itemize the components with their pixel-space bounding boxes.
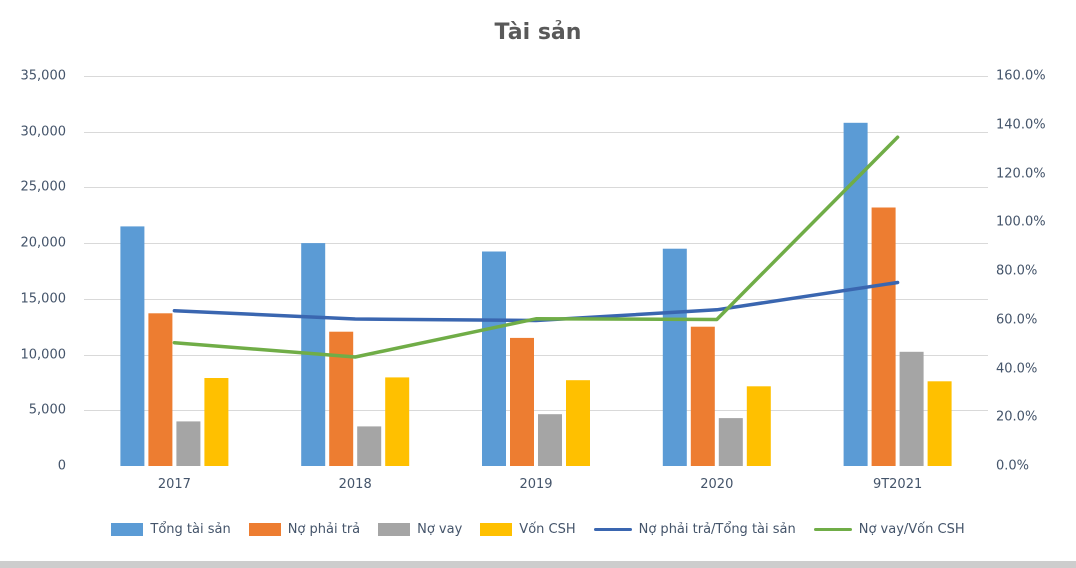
right-axis-tick-label: 140.0% <box>996 117 1046 133</box>
bar <box>746 386 771 466</box>
x-axis-tick-label: 2020 <box>700 477 734 492</box>
bar <box>510 337 534 466</box>
right-y-axis: 0.0% 20.0% 40.0% 60.0% 80.0% 100.0% 120.0% 140.… <box>996 69 1076 474</box>
legend-color-swatch <box>248 523 281 536</box>
bar <box>329 331 354 466</box>
left-axis-tick-label: 35,000 <box>20 68 67 84</box>
bar <box>871 207 896 466</box>
legend-label: Tổng tài sản <box>150 522 231 537</box>
right-axis-tick-label: 60.0% <box>996 312 1038 328</box>
x-axis: 2017 2018 2019 2020 9T2021 <box>84 477 988 497</box>
left-axis-tick-label: 15,000 <box>20 291 67 307</box>
bar <box>482 251 506 466</box>
right-axis-tick-label: 160.0% <box>996 68 1046 84</box>
legend-item: Nợ vay <box>378 522 462 537</box>
legend-item: Nợ phải trả/Tổng tài sản <box>593 522 796 537</box>
x-axis-tick-label: 2017 <box>157 477 191 492</box>
left-axis-tick-label: 0 <box>57 458 66 474</box>
legend: Tổng tài sản Nợ phải trả Nợ vay Vốn CSH Nợ p… <box>0 522 1076 537</box>
bar <box>148 313 173 466</box>
legend-item: Nợ phải trả <box>248 522 361 537</box>
legend-item: Nợ vay/Vốn CSH <box>813 522 965 537</box>
right-axis-tick-label: 120.0% <box>996 166 1046 181</box>
line-series <box>172 280 900 323</box>
bar <box>690 326 715 466</box>
legend-line-swatch <box>813 527 852 532</box>
left-axis-tick-label: 25,000 <box>20 179 67 195</box>
bar <box>662 248 687 466</box>
left-y-axis: 0 5,000 10,000 15,000 20,000 25,000 30,000 35,0… <box>0 69 76 474</box>
left-axis-tick-label: 10,000 <box>20 347 67 363</box>
legend-label: Nợ vay <box>417 522 463 537</box>
legend-color-swatch <box>378 523 411 536</box>
line-series <box>172 135 900 359</box>
legend-item: Vốn CSH <box>480 522 576 537</box>
right-axis-tick-label: 80.0% <box>996 263 1038 279</box>
bar <box>566 380 590 466</box>
plot-area <box>84 76 988 466</box>
bar <box>385 377 410 466</box>
bar <box>176 421 201 466</box>
x-axis-tick-label: 2018 <box>338 477 372 492</box>
bar <box>357 426 382 466</box>
legend-line-swatch <box>593 527 632 532</box>
bar <box>899 351 924 466</box>
left-axis-tick-label: 5,000 <box>28 402 66 418</box>
legend-label: Vốn CSH <box>519 522 576 537</box>
legend-label: Nợ phải trả/Tổng tài sản <box>638 522 796 537</box>
x-axis-tick-label: 2019 <box>519 477 553 492</box>
left-axis-tick-label: 20,000 <box>20 235 67 251</box>
bar <box>718 418 743 466</box>
legend-item: Tổng tài sản <box>111 522 231 537</box>
bar <box>843 122 868 466</box>
legend-color-swatch <box>480 523 513 536</box>
bar <box>120 226 145 466</box>
legend-label: Nợ phải trả <box>287 522 361 537</box>
bottom-border <box>0 561 1076 568</box>
right-axis-tick-label: 40.0% <box>996 361 1038 376</box>
right-axis-tick-label: 0.0% <box>996 458 1030 474</box>
legend-color-swatch <box>111 523 144 536</box>
bar <box>538 414 562 466</box>
right-axis-tick-label: 100.0% <box>996 214 1046 230</box>
right-axis-tick-label: 20.0% <box>996 409 1038 425</box>
bar <box>204 378 229 466</box>
bar <box>927 381 952 466</box>
x-axis-tick-label: 9T2021 <box>872 477 923 492</box>
legend-label: Nợ vay/Vốn CSH <box>858 522 965 537</box>
left-axis-tick-label: 30,000 <box>20 124 67 140</box>
chart-title: Tài sản <box>494 20 582 45</box>
